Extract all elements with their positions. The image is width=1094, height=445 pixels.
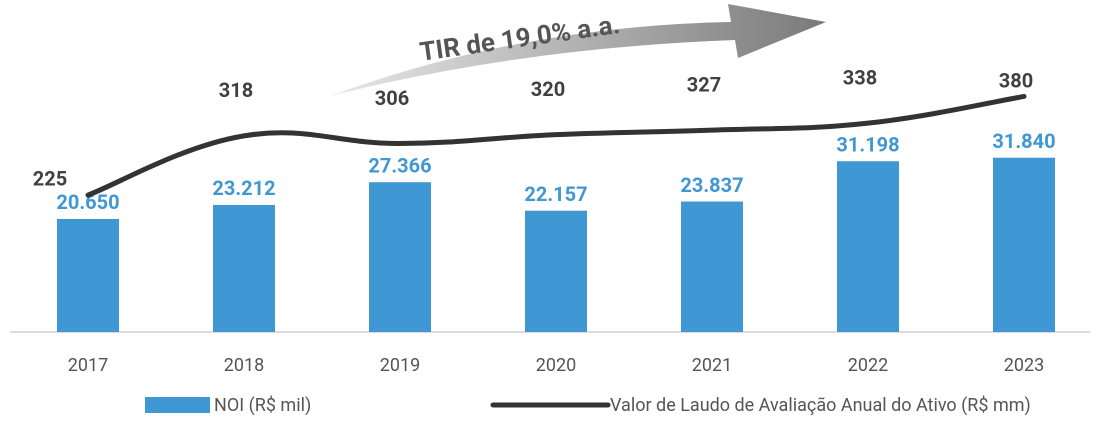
- x-tick-label: 2022: [848, 355, 888, 376]
- line-label: 306: [375, 86, 409, 110]
- line: [85, 93, 1027, 198]
- bar: [525, 210, 587, 332]
- line-label: 327: [687, 72, 721, 96]
- bar-label: 27.366: [368, 153, 431, 177]
- legend-label: Valor de Laudo de Avaliação Anual do Ati…: [610, 395, 1031, 416]
- x-tick-label: 2019: [380, 355, 420, 376]
- x-tick-label: 2020: [536, 355, 576, 376]
- line-label: 380: [999, 69, 1033, 93]
- bar-label: 31.840: [992, 129, 1055, 153]
- trend-arrow: [330, 4, 826, 96]
- bar: [57, 218, 119, 332]
- bar: [369, 182, 431, 332]
- bar-label: 23.212: [212, 176, 275, 200]
- bar: [837, 161, 899, 332]
- line-label: 338: [843, 65, 877, 89]
- annotation: TIR de 19,0% a.a.: [418, 10, 622, 68]
- x-tick-label: 2018: [224, 355, 264, 376]
- bar-label: 23.837: [680, 173, 743, 197]
- bar: [213, 204, 275, 332]
- x-tick-label: 2021: [692, 355, 732, 376]
- bar: [993, 157, 1055, 332]
- line-label: 225: [33, 166, 67, 190]
- x-tick-label: 2023: [1004, 355, 1044, 376]
- legend-swatch: [145, 397, 210, 413]
- line-label: 318: [219, 78, 253, 102]
- line-label: 320: [531, 77, 565, 101]
- bar-label: 31.198: [836, 133, 899, 157]
- x-tick-label: 2017: [68, 355, 108, 376]
- legend-label: NOI (R$ mil): [214, 395, 311, 416]
- bar: [681, 201, 743, 332]
- bar-label: 22.157: [524, 182, 587, 206]
